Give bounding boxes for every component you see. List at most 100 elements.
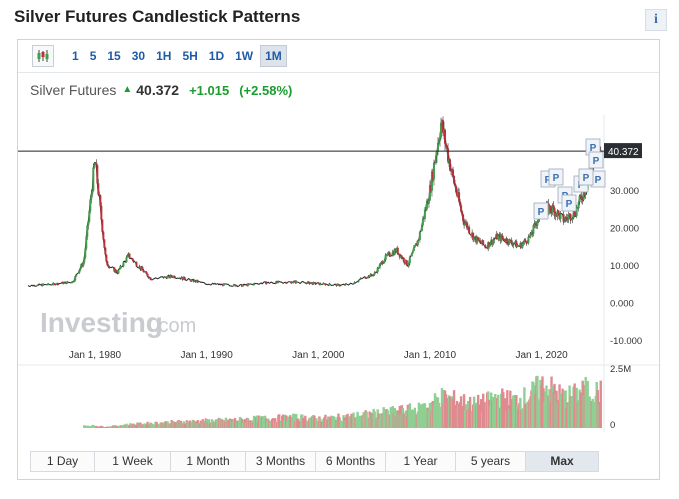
candle-body [384,254,387,260]
candle-body [306,282,309,284]
candle-body [525,241,528,244]
candle-body [180,277,183,280]
candle-body [519,243,522,247]
candle-body [81,264,84,266]
candle-body [553,208,556,217]
range-1-month[interactable]: 1 Month [171,452,246,471]
timeframe-5h[interactable]: 5H [182,49,198,63]
candle-body [441,120,443,124]
range-3-months[interactable]: 3 Months [246,452,316,471]
candle-body [554,212,557,217]
candle-body [357,280,360,282]
candle-body [382,262,385,264]
candle-body [369,274,372,278]
candle-body [117,269,120,274]
candle-body [265,281,268,285]
candle-body [407,263,410,267]
candle-body [221,284,224,286]
timeframe-1h[interactable]: 1H [156,49,172,63]
candle-body [41,284,44,286]
candle-body [453,176,456,184]
candle-body [101,219,104,232]
candle-body [497,235,500,240]
candle-body [115,270,118,273]
candle-body [391,251,394,256]
candle-body [312,282,315,285]
price-change-percent: (+2.58%) [239,83,293,98]
candle-body [496,234,499,240]
timeframe-1d[interactable]: 1D [208,49,225,63]
candle-body [380,261,383,264]
svg-text:P: P [538,207,545,218]
volume-bar [599,380,602,428]
candle-body [311,282,314,285]
candle-body [392,251,395,255]
y-tick-label: 20.000 [610,224,639,235]
pattern-marker[interactable]: P [588,151,604,169]
candle-body [466,222,469,229]
timeframe-1[interactable]: 1 [72,49,79,63]
candle-body [579,195,582,197]
page-title: Silver Futures Candlestick Patterns [14,7,301,26]
volume-tick-label: 0 [610,420,615,431]
candle-body [423,209,426,219]
range-1-day[interactable]: 1 Day [31,452,95,471]
candle-body [140,267,143,270]
candle-body [93,163,96,168]
candle-body [464,223,467,225]
candle-body [498,234,501,236]
timeframe-1m[interactable]: 1M [260,45,287,67]
timeframe-5[interactable]: 5 [89,49,97,63]
last-price: 40.372 [136,82,180,98]
candle-body [105,254,108,262]
candle-body [442,120,445,133]
candle-body [246,284,249,286]
candle-body [92,167,95,191]
candle-body [367,275,370,278]
pattern-marker[interactable]: P [533,202,549,220]
candle-body [394,249,397,252]
candle-body [438,137,441,141]
candle-body [533,223,536,226]
svg-text:P: P [545,175,552,186]
candle-body [548,205,551,213]
candle-body [478,240,481,242]
candle-body [456,191,459,196]
range-5-years[interactable]: 5 years [456,452,526,471]
candle-body [335,284,338,286]
candle-body [563,220,566,222]
timeframe-1w[interactable]: 1W [235,49,254,63]
candle-body [463,220,466,225]
candle-body [437,140,440,144]
candle-body [431,171,434,180]
price-chart[interactable]: Investing.com 40.372 30.000 20.000 10.000 0.0… [18,40,661,445]
range-max[interactable]: Max [526,452,598,471]
timeframe-30[interactable]: 30 [131,49,146,63]
candle-body [383,259,386,263]
range-6-months[interactable]: 6 Months [316,452,386,471]
candle-body [336,283,339,286]
candle-body [84,248,87,258]
pattern-marker[interactable]: P [578,168,594,186]
candle-body [192,279,195,282]
pattern-marker[interactable]: P [548,168,564,186]
price-label-bg [604,143,642,159]
candle-body [410,253,413,257]
candlestick-icon[interactable] [32,45,54,67]
candle-body [535,224,538,226]
candle-body [508,239,511,245]
candle-body [193,280,196,282]
timeframe-15[interactable]: 15 [107,49,121,63]
candle-body [102,231,105,240]
range-1-year[interactable]: 1 Year [386,452,456,471]
info-icon[interactable]: i [645,9,667,31]
candle-body [324,283,327,286]
x-tick-label: Jan 1, 1990 [181,350,234,361]
candle-body [396,247,399,254]
range-1-week[interactable]: 1 Week [95,452,171,471]
pattern-marker[interactable]: P [561,194,577,212]
svg-text:P: P [566,199,573,210]
candle-body [493,239,496,241]
candle-body [569,214,572,221]
candle-body [378,264,381,269]
